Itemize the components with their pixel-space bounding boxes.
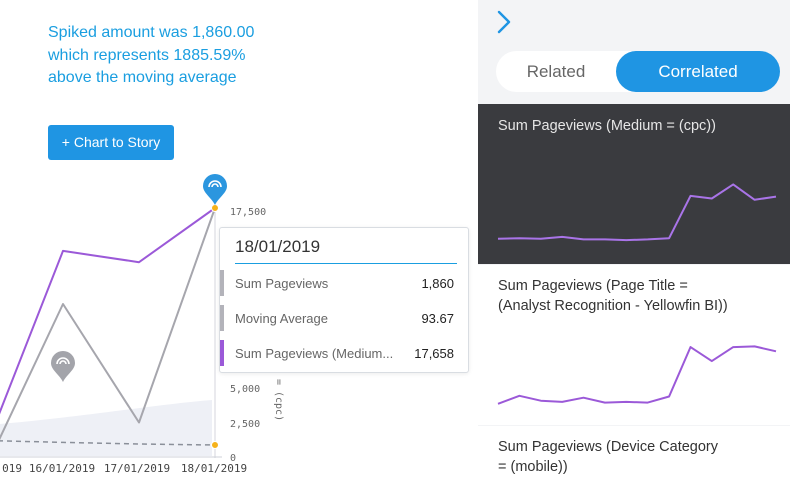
chevron-right-icon[interactable]: [492, 10, 516, 34]
x-tick-label: 18/01/2019: [181, 462, 247, 475]
correlated-card[interactable]: Sum Pageviews (Medium = (cpc)): [478, 104, 790, 264]
insight-line: Spiked amount was 1,860.00: [48, 24, 255, 41]
series-line[interactable]: [0, 440, 216, 446]
gray-pin-marker[interactable]: [51, 351, 75, 382]
series-color-bar: [220, 340, 224, 366]
y-axis-label: n = (cpc): [273, 367, 284, 421]
spike-insight-text: Spiked amount was 1,860.00 which represe…: [48, 22, 348, 90]
y-tick-label: 2,500: [230, 419, 260, 430]
highlight-point[interactable]: [211, 441, 219, 449]
line-chart[interactable]: 0 2,500 5,000 17,500 n = (cpc) 019 16/01/201…: [0, 0, 478, 484]
highlight-point[interactable]: [211, 204, 219, 212]
card-title: Sum Pageviews (Medium = (cpc)): [498, 118, 716, 134]
related-correlated-toggle: Related Correlated: [496, 51, 780, 92]
y-tick-label: 5,000: [230, 384, 260, 395]
series-line[interactable]: [0, 207, 216, 417]
sparkline: [497, 345, 777, 405]
correlated-card[interactable]: Sum Pageviews (Device Category = (mobile…: [478, 426, 790, 484]
tooltip-row-value: 93.67: [421, 311, 454, 326]
correlated-card[interactable]: Sum Pageviews (Page Title = (Analyst Rec…: [478, 265, 790, 425]
blue-pin-marker[interactable]: [203, 174, 227, 205]
tab-correlated[interactable]: Correlated: [616, 51, 780, 92]
chart-panel: Spiked amount was 1,860.00 which represe…: [0, 0, 478, 484]
x-tick-label: 019: [2, 462, 22, 475]
sparkline-chart: [497, 345, 777, 405]
card-title: Sum Pageviews (Device Category = (mobile…: [498, 439, 719, 475]
tooltip-date: 18/01/2019: [235, 237, 321, 256]
moving-average-band: [0, 400, 212, 456]
insights-panel: Related Correlated Sum Pageviews (Medium…: [478, 0, 790, 484]
insight-line: above the moving average: [48, 69, 237, 86]
y-axis: 0 2,500 5,000 17,500: [230, 207, 266, 464]
data-tooltip: 18/01/2019 Sum Pageviews 1,860 Moving Av…: [219, 227, 469, 373]
sparkline: [497, 183, 777, 242]
sparkline-chart: [497, 183, 777, 242]
tab-related[interactable]: Related: [526, 62, 586, 81]
series-line[interactable]: [0, 207, 216, 442]
insight-line: which represents 1885.59%: [48, 46, 246, 64]
series-color-bar: [220, 305, 224, 331]
tooltip-row: Moving Average 93.67: [220, 305, 469, 331]
tooltip-row-label: Sum Pageviews: [235, 276, 329, 291]
tooltip-row-value: 17,658: [414, 346, 454, 361]
add-chart-to-story-button[interactable]: + Chart to Story: [48, 125, 174, 160]
series-color-bar: [220, 270, 224, 296]
tooltip-row-value: 1,860: [421, 276, 454, 291]
y-tick-label: 0: [230, 453, 236, 464]
y-tick-label: 17,500: [230, 207, 266, 218]
tooltip-row-label: Moving Average: [235, 311, 328, 326]
x-tick-label: 17/01/2019: [104, 462, 170, 475]
x-axis: 019 16/01/2019 17/01/2019 18/01/2019: [2, 462, 247, 475]
tooltip-row-label: Sum Pageviews (Medium...: [235, 346, 394, 361]
x-tick-label: 16/01/2019: [29, 462, 95, 475]
tooltip-row: Sum Pageviews (Medium... 17,658: [220, 340, 469, 366]
card-title: Sum Pageviews (Page Title = (Analyst Rec…: [498, 278, 728, 314]
tooltip-date-underline: [235, 263, 457, 264]
tooltip-row: Sum Pageviews 1,860: [220, 270, 469, 296]
